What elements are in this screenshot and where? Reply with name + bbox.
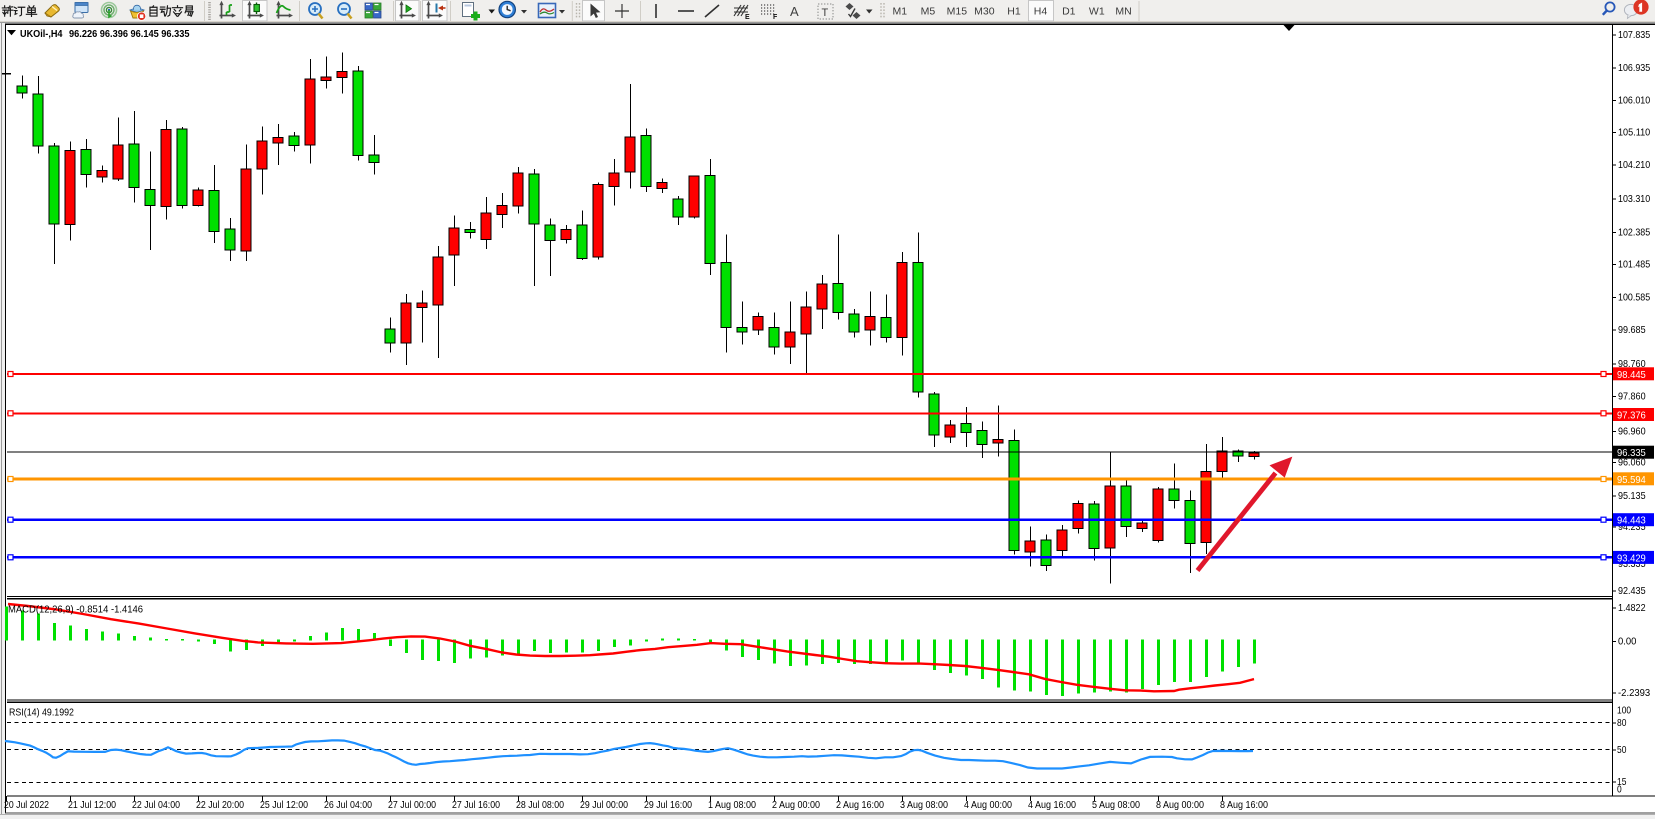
svg-text:MACD(12,26,9) -0.8514 -1.4146: MACD(12,26,9) -0.8514 -1.4146: [8, 604, 143, 616]
svg-text:5 Aug 08:00: 5 Aug 08:00: [1092, 799, 1140, 811]
svg-text:8 Aug 00:00: 8 Aug 00:00: [1156, 799, 1204, 811]
svg-text:98.760: 98.760: [1618, 358, 1646, 370]
svg-text:3 Aug 08:00: 3 Aug 08:00: [900, 799, 948, 811]
svg-text:96.226 96.396 96.145 96.335: 96.226 96.396 96.145 96.335: [69, 28, 190, 40]
svg-text:15: 15: [1617, 776, 1627, 788]
svg-text:98.445: 98.445: [1617, 369, 1646, 381]
svg-text:F: F: [773, 14, 778, 21]
svg-text:M15: M15: [947, 6, 968, 18]
svg-text:M5: M5: [921, 6, 936, 18]
svg-text:27 Jul 00:00: 27 Jul 00:00: [388, 799, 436, 811]
svg-text:2 Aug 00:00: 2 Aug 00:00: [772, 799, 820, 811]
svg-text:1.4822: 1.4822: [1618, 602, 1646, 614]
svg-text:MN: MN: [1115, 6, 1131, 18]
svg-text:E: E: [745, 14, 750, 21]
svg-text:RSI(14) 49.1992: RSI(14) 49.1992: [9, 707, 74, 719]
svg-text:4 Aug 16:00: 4 Aug 16:00: [1028, 799, 1076, 811]
svg-text:29 Jul 16:00: 29 Jul 16:00: [644, 799, 692, 811]
svg-text:22 Jul 04:00: 22 Jul 04:00: [132, 799, 180, 811]
svg-text:97.376: 97.376: [1617, 410, 1646, 422]
svg-text:D1: D1: [1062, 6, 1076, 18]
svg-text:93.429: 93.429: [1617, 552, 1646, 564]
svg-text:95.594: 95.594: [1617, 474, 1646, 486]
svg-text:1 Aug 08:00: 1 Aug 08:00: [708, 799, 756, 811]
svg-text:101.485: 101.485: [1618, 259, 1650, 271]
svg-text:2 Aug 16:00: 2 Aug 16:00: [836, 799, 884, 811]
svg-text:22 Jul 20:00: 22 Jul 20:00: [196, 799, 244, 811]
svg-text:99.685: 99.685: [1618, 324, 1646, 336]
svg-text:4 Aug 00:00: 4 Aug 00:00: [964, 799, 1012, 811]
svg-text:T: T: [822, 7, 829, 19]
svg-text:21 Jul 12:00: 21 Jul 12:00: [68, 799, 116, 811]
svg-text:92.435: 92.435: [1618, 585, 1646, 597]
svg-text:8 Aug 16:00: 8 Aug 16:00: [1220, 799, 1268, 811]
svg-text:A: A: [790, 4, 799, 19]
svg-text:25 Jul 12:00: 25 Jul 12:00: [260, 799, 308, 811]
svg-text:H4: H4: [1034, 6, 1048, 18]
svg-text:107.835: 107.835: [1618, 29, 1650, 41]
svg-text:0: 0: [1617, 784, 1622, 796]
svg-text:95.135: 95.135: [1618, 490, 1646, 502]
svg-text:M1: M1: [893, 6, 908, 18]
svg-text:W1: W1: [1089, 6, 1105, 18]
svg-text:20 Jul 2022: 20 Jul 2022: [4, 799, 49, 811]
svg-text:0.00: 0.00: [1618, 635, 1637, 647]
svg-text:M30: M30: [974, 6, 995, 18]
svg-text:104.210: 104.210: [1618, 159, 1650, 171]
svg-text:80: 80: [1617, 717, 1627, 729]
svg-text:29 Jul 00:00: 29 Jul 00:00: [580, 799, 628, 811]
svg-text:100.585: 100.585: [1618, 291, 1650, 303]
svg-text:106.935: 106.935: [1618, 62, 1650, 74]
svg-text:96.960: 96.960: [1618, 426, 1646, 438]
svg-text:96.060: 96.060: [1618, 456, 1646, 468]
svg-text:103.310: 103.310: [1618, 193, 1650, 205]
svg-text:96.335: 96.335: [1617, 447, 1646, 459]
svg-text:UKOil-,H4: UKOil-,H4: [20, 28, 63, 40]
svg-text:50: 50: [1617, 744, 1627, 756]
svg-text:27 Jul 16:00: 27 Jul 16:00: [452, 799, 500, 811]
svg-text:106.010: 106.010: [1618, 95, 1650, 107]
svg-text:97.860: 97.860: [1618, 391, 1646, 403]
svg-text:102.385: 102.385: [1618, 226, 1650, 238]
svg-text:100: 100: [1617, 705, 1631, 717]
svg-text:26 Jul 04:00: 26 Jul 04:00: [324, 799, 372, 811]
svg-text:-2.2393: -2.2393: [1618, 687, 1650, 699]
svg-text:94.443: 94.443: [1617, 515, 1646, 527]
svg-text:28 Jul 08:00: 28 Jul 08:00: [516, 799, 564, 811]
svg-text:105.110: 105.110: [1618, 127, 1650, 139]
svg-text:H1: H1: [1007, 6, 1021, 18]
